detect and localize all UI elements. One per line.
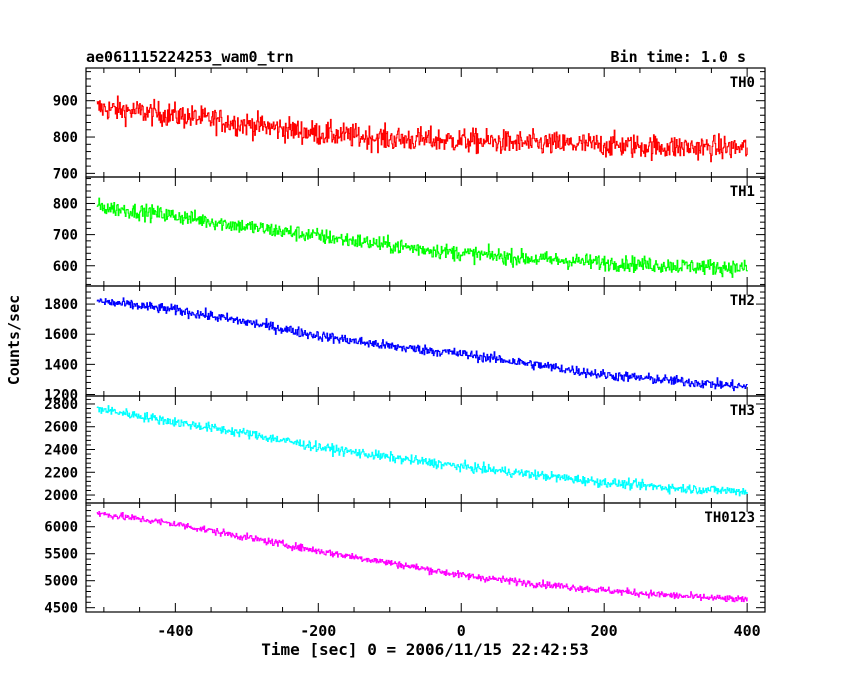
x-tick-label: -400 xyxy=(157,622,193,640)
panel-label: TH0123 xyxy=(704,510,755,526)
series-line-th2 xyxy=(96,297,748,392)
y-tick-label: 1800 xyxy=(44,297,78,313)
series-line-th0 xyxy=(96,95,748,163)
y-tick-label: 1200 xyxy=(44,387,78,403)
y-tick-label: 2400 xyxy=(44,443,78,459)
x-tick-label: -200 xyxy=(300,622,336,640)
y-tick-label: 1400 xyxy=(44,357,78,373)
panel-label: TH3 xyxy=(730,403,755,419)
y-tick-label: 2000 xyxy=(44,488,78,504)
y-tick-label: 4500 xyxy=(44,601,78,617)
y-tick-label: 800 xyxy=(53,196,78,212)
y-tick-label: 900 xyxy=(53,94,78,110)
series-line-th1 xyxy=(96,197,748,278)
figure-title: ae061115224253_wam0_trn xyxy=(86,48,294,66)
y-tick-label: 600 xyxy=(53,259,78,275)
x-tick-label: 400 xyxy=(734,622,761,640)
y-tick-label: 800 xyxy=(53,130,78,146)
panels-group: 700 800 900 TH0 600 700 800 TH1 1200 1400 1600 1800… xyxy=(44,67,766,640)
bin-time-label: Bin time: 1.0 s xyxy=(611,48,746,66)
panel-label: TH2 xyxy=(730,293,755,309)
y-tick-label: 2200 xyxy=(44,465,78,481)
y-tick-label: 5500 xyxy=(44,547,78,563)
y-tick-label: 2600 xyxy=(44,420,78,436)
x-tick-label: 0 xyxy=(457,622,466,640)
panel-th3: 2000 2200 2400 2600 2800 TH3 xyxy=(44,395,766,504)
x-axis-label: Time [sec] 0 = 2006/11/15 22:42:53 xyxy=(261,640,589,659)
y-axis-label: Counts/sec xyxy=(5,295,23,385)
panel-frame xyxy=(85,67,766,178)
y-tick-label: 5000 xyxy=(44,574,78,590)
panel-th0: 700 800 900 TH0 xyxy=(53,67,766,182)
panel-label: TH1 xyxy=(730,184,755,200)
y-tick-label: 1600 xyxy=(44,327,78,343)
y-tick-label: 700 xyxy=(53,166,78,182)
panel-label: TH0 xyxy=(730,75,755,91)
y-tick-label: 2800 xyxy=(44,397,78,413)
panel-th2: 1200 1400 1600 1800 TH2 xyxy=(44,285,766,403)
x-tick-label: 200 xyxy=(591,622,618,640)
y-tick-label: 700 xyxy=(53,228,78,244)
panel-th1: 600 700 800 TH1 xyxy=(53,176,766,287)
y-tick-label: 6000 xyxy=(44,520,78,536)
series-line-th3 xyxy=(96,405,748,497)
series-line-th0123 xyxy=(96,511,748,603)
panel-th0123: 4500 5000 5500 6000 TH0123 -400 -200 0 200 400 xyxy=(44,502,766,640)
